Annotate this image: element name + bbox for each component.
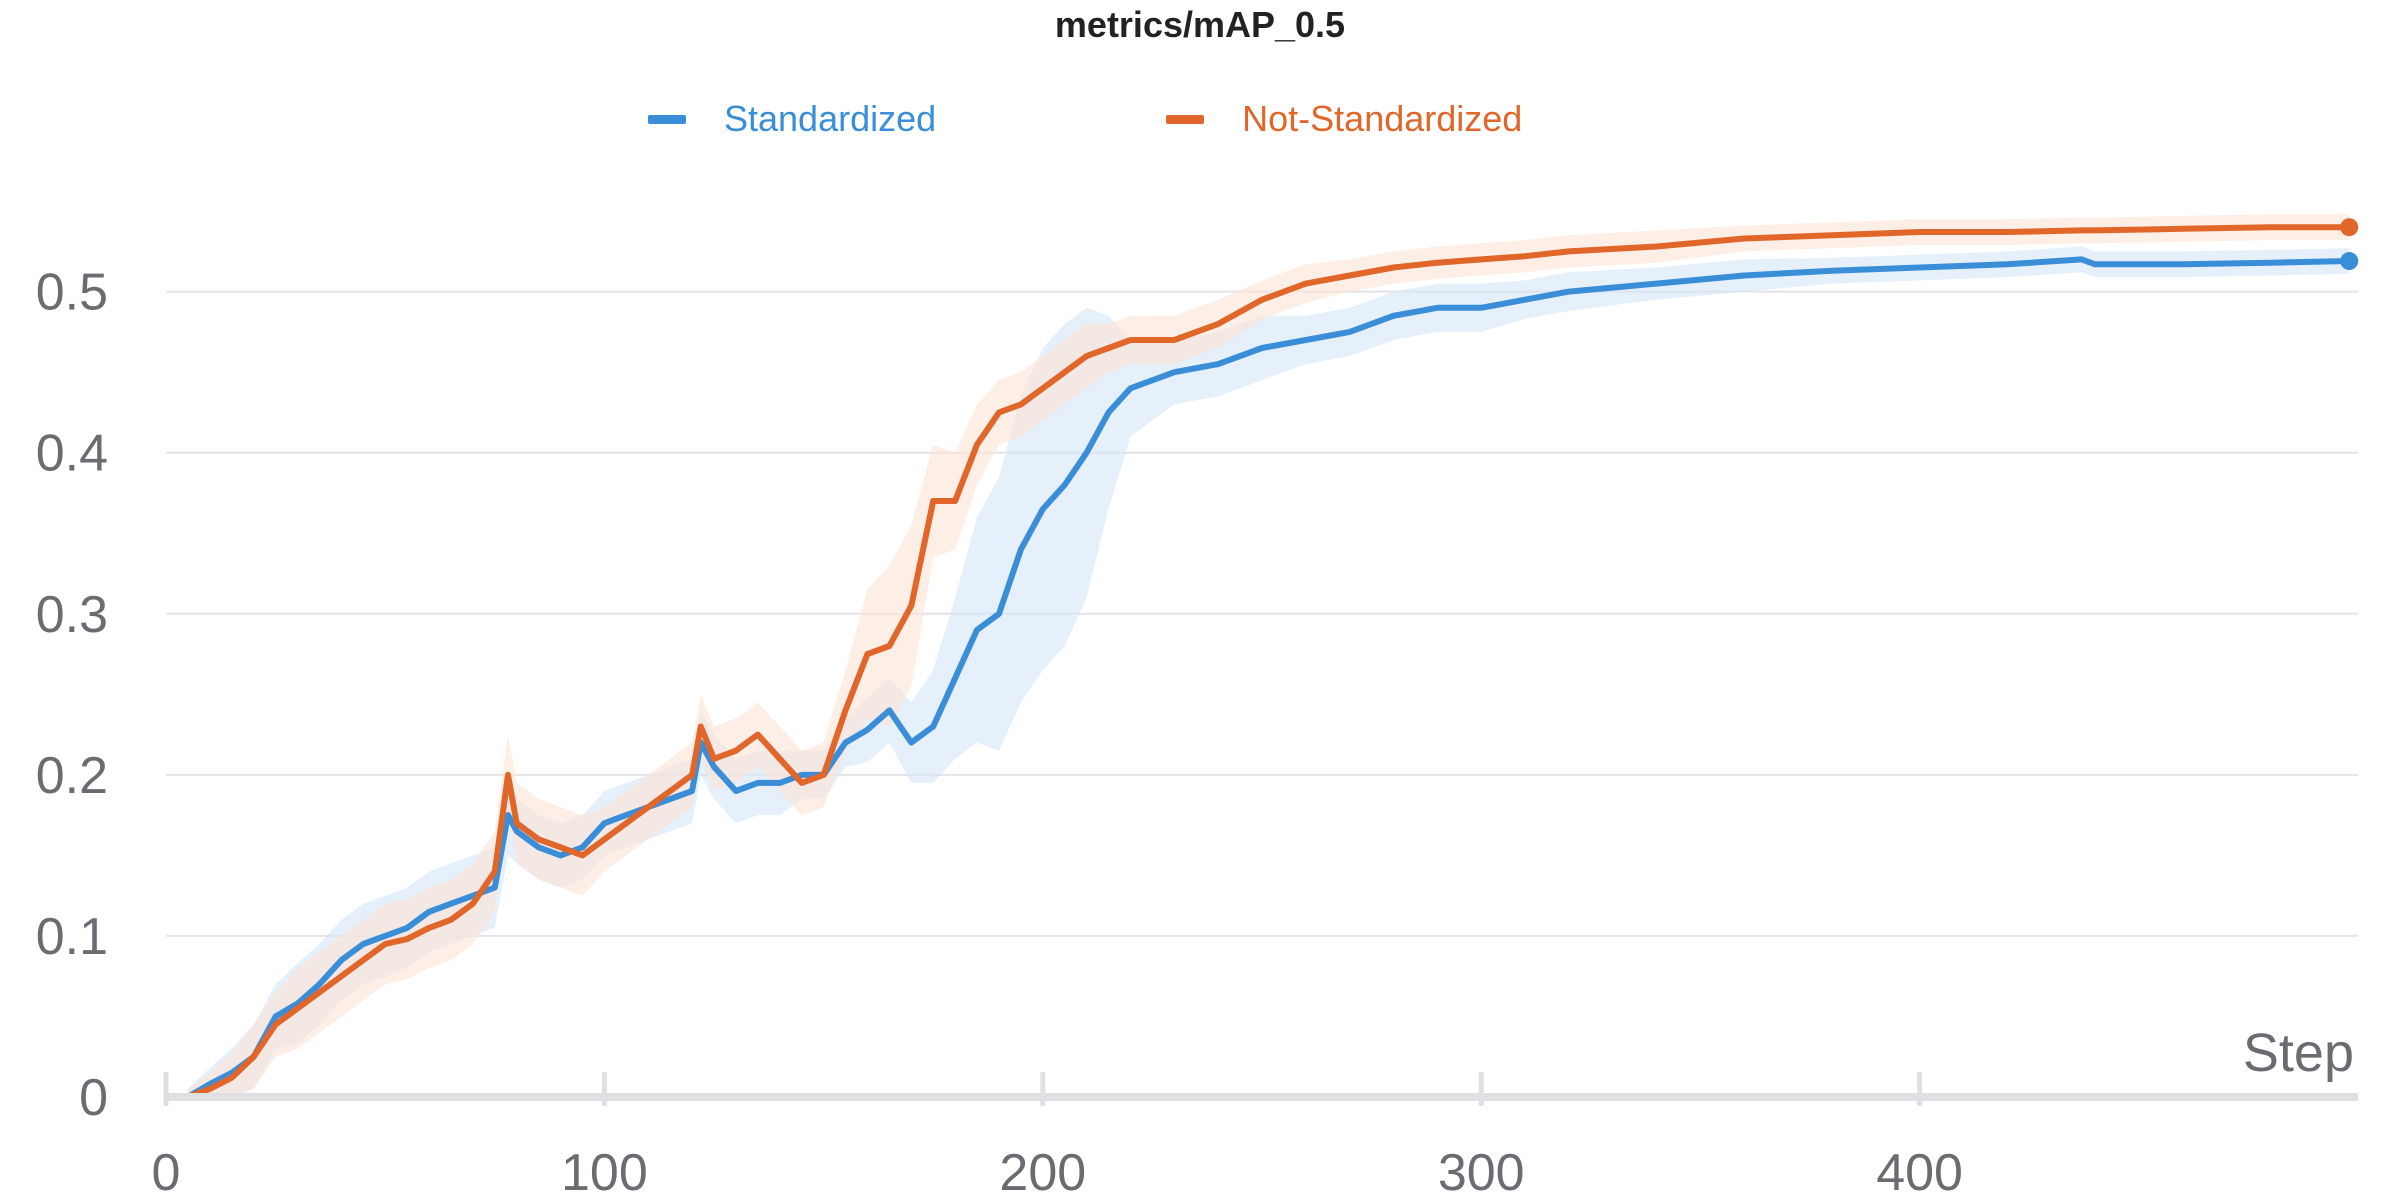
- line-standardized[interactable]: [184, 256, 2353, 1100]
- grid-lines: [166, 290, 2358, 937]
- end-marker-standardized[interactable]: [2340, 252, 2359, 271]
- end-marker-not-standardized[interactable]: [2340, 218, 2359, 237]
- chart-legend: Standardized Not-Standardized: [648, 92, 1752, 146]
- legend-label-standardized: Standardized: [724, 98, 937, 139]
- x-axis-title: Step: [2243, 1023, 2354, 1083]
- y-tick-label: 0.5: [36, 264, 108, 322]
- x-tick-label: 300: [1438, 1144, 1525, 1200]
- series-lines: [184, 218, 2359, 1100]
- legend-label-not-standardized: Not-Standardized: [1242, 98, 1523, 139]
- x-tick-label: 200: [999, 1144, 1086, 1200]
- legend-swatch-not-standardized: [1166, 114, 1205, 124]
- y-tick-label: 0.3: [36, 586, 108, 644]
- axes: 0 0.1 0.2 0.3 0.4 0.5 0 100 200 300 400 Step: [36, 264, 2358, 1200]
- y-tick-label: 0: [79, 1069, 108, 1127]
- y-tick-label: 0.4: [36, 425, 108, 483]
- line-not-standardized[interactable]: [184, 224, 2353, 1100]
- legend-swatch-standardized: [648, 114, 686, 124]
- x-tick-label: 100: [561, 1144, 648, 1200]
- x-tick-label: 0: [152, 1144, 181, 1200]
- legend-item-standardized[interactable]: Standardized: [648, 98, 936, 140]
- y-tick-label: 0.1: [36, 908, 108, 966]
- band-standardized: [187, 246, 2350, 1097]
- legend-item-not-standardized[interactable]: Not-Standardized: [1166, 98, 1522, 140]
- y-tick-label: 0.2: [36, 747, 108, 805]
- chart-title: metrics/mAP_0.5: [1054, 4, 1346, 45]
- x-tick-label: 400: [1876, 1144, 1963, 1200]
